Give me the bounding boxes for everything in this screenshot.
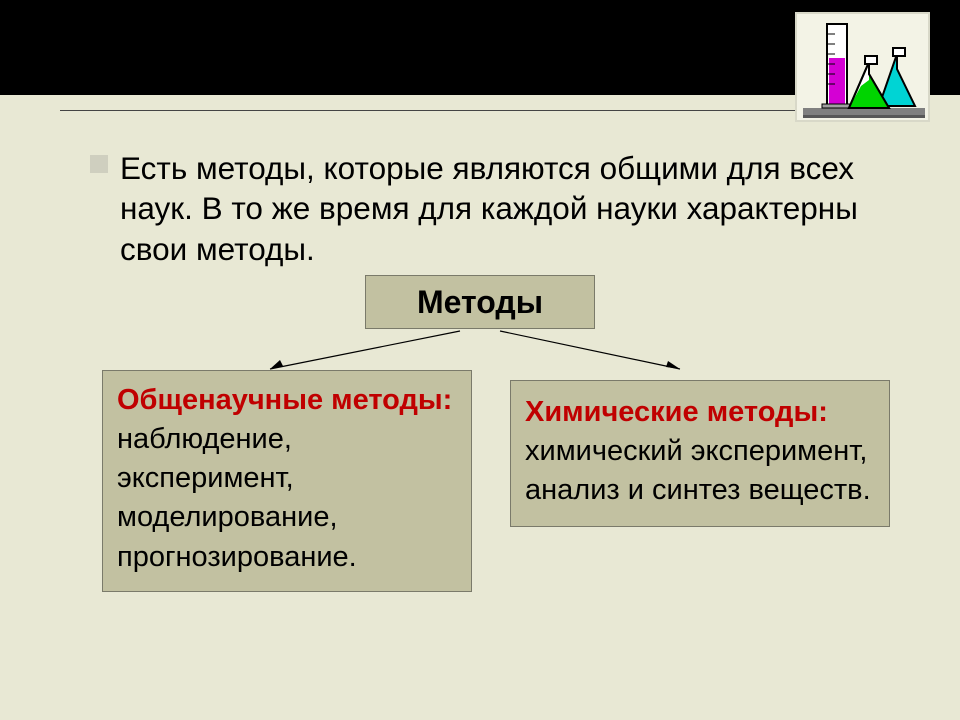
chemistry-icon bbox=[795, 12, 930, 122]
left-node-header: Общенаучные методы: bbox=[117, 384, 452, 416]
divider-line bbox=[60, 110, 900, 111]
right-node-chemical-methods: Химические методы: химический эксперимен… bbox=[510, 380, 890, 527]
left-node-body: наблюдение, эксперимент, моделирование, … bbox=[117, 423, 357, 572]
center-node-label: Методы bbox=[417, 284, 543, 321]
right-node-body: химический эксперимент, анализ и синтез … bbox=[525, 435, 871, 506]
right-node-header: Химические методы: bbox=[525, 396, 828, 428]
intro-paragraph: Есть методы, которые являются общими для… bbox=[120, 148, 890, 269]
tree-connectors bbox=[250, 329, 710, 374]
bullet-icon bbox=[90, 155, 108, 173]
left-node-general-methods: Общенаучные методы: наблюдение, эксперим… bbox=[102, 370, 472, 592]
center-node-methods: Методы bbox=[365, 275, 595, 329]
